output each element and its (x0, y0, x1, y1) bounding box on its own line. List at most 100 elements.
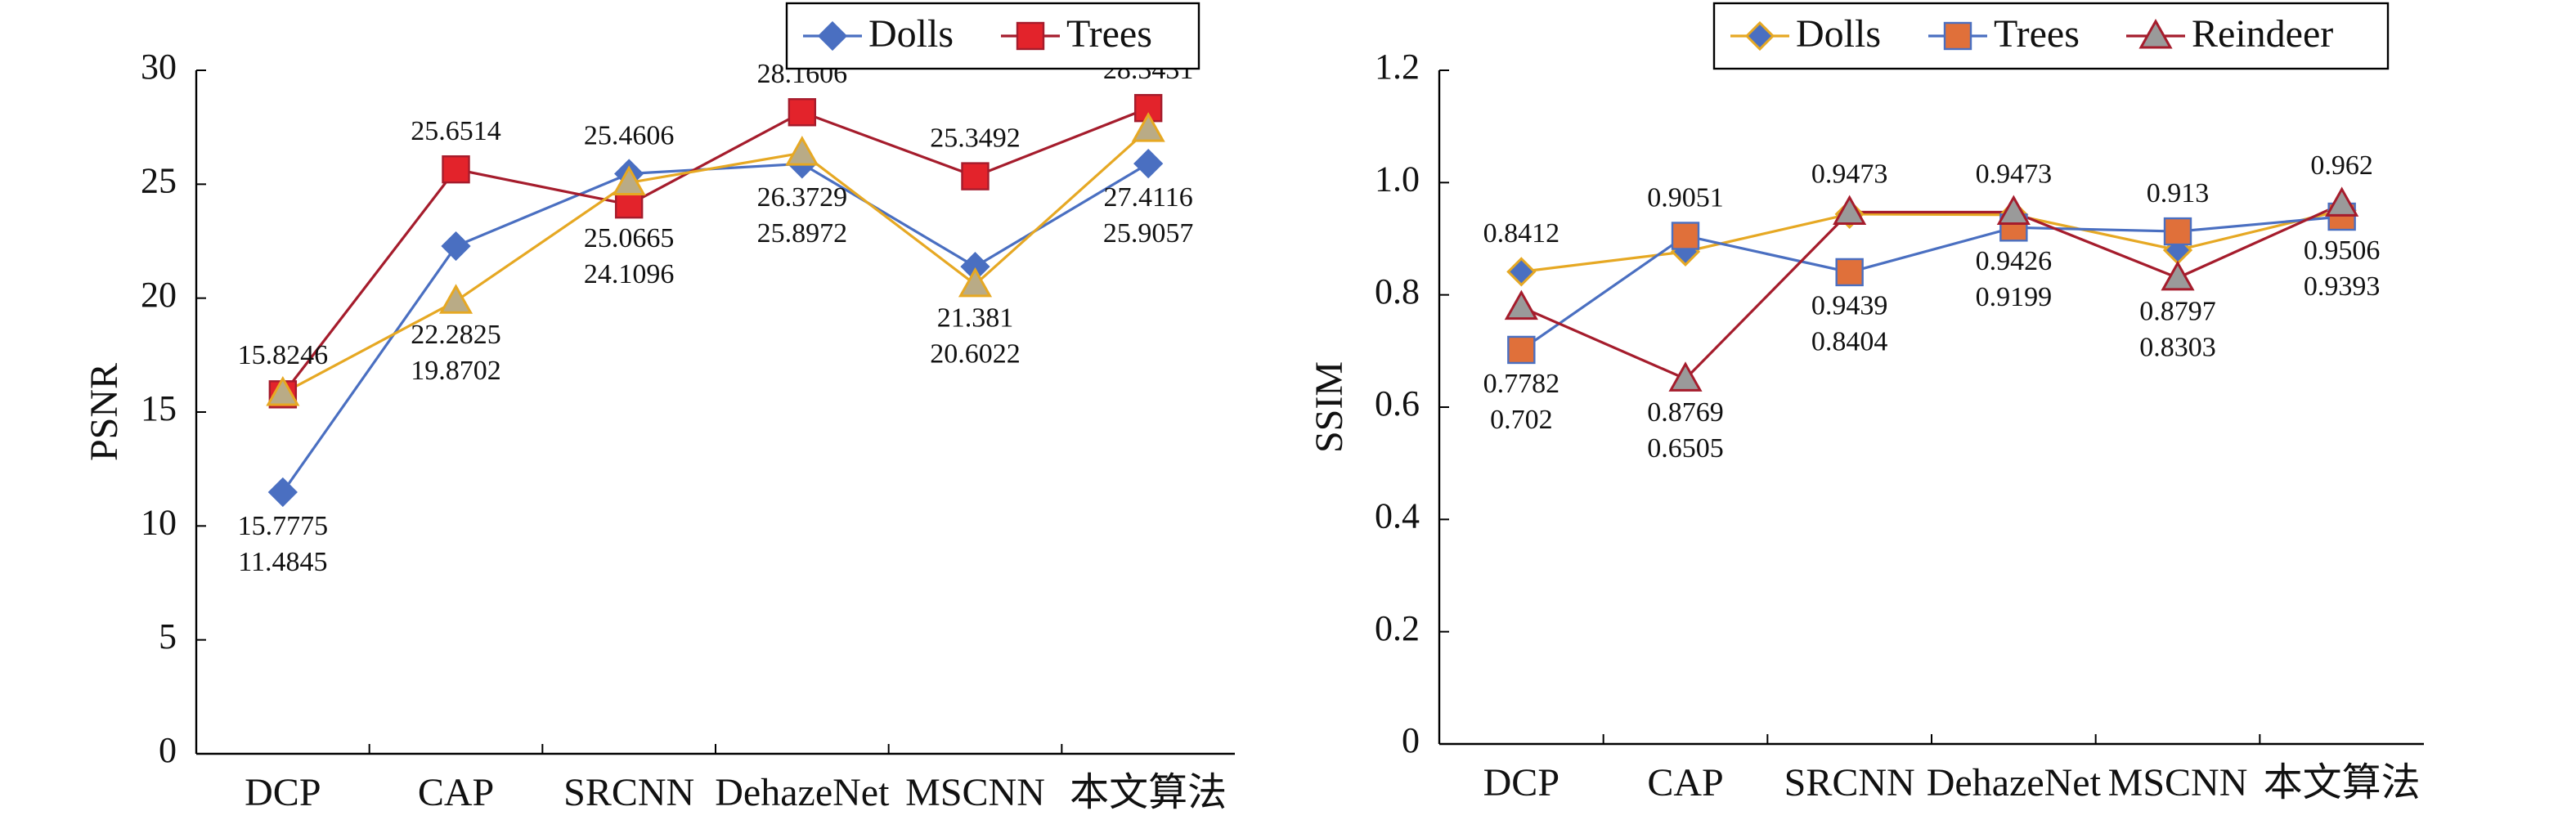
series-line (1520, 215, 2342, 352)
series-line (1521, 208, 2343, 273)
data-label: 24.1096 (584, 259, 675, 289)
data-label: 26.3729 (757, 182, 848, 213)
data-label: 0.962 (2310, 150, 2373, 181)
marker (2163, 217, 2192, 246)
marker (1506, 257, 1537, 287)
marker (1133, 148, 1164, 179)
marker (442, 155, 470, 184)
x-tick-label: DCP (1483, 761, 1560, 804)
chart: 0 0.2 0.4 0.6 0.8 1.0 1.2 DCP CAP SRCNN DehazeNet M… (1308, 2, 2424, 804)
marker (1744, 20, 1775, 52)
marker (1835, 258, 1864, 287)
marker (438, 284, 473, 314)
data-label: 0.9051 (1647, 182, 1724, 213)
data-label: 20.6022 (930, 339, 1021, 370)
data-label: 0.9473 (1976, 159, 2053, 189)
legend-label: Reindeer (2192, 12, 2333, 56)
data-label: 0.8303 (2139, 333, 2216, 363)
data-label: 21.381 (937, 303, 1014, 334)
y-tick-label: 0.2 (1375, 608, 1420, 648)
marker (1131, 112, 1165, 142)
marker (612, 165, 646, 195)
marker (1943, 21, 1972, 51)
marker (817, 20, 848, 52)
y-tick-label: 5 (159, 616, 177, 656)
marker (1507, 335, 1536, 365)
data-label: 0.9393 (2304, 271, 2381, 302)
y-tick-label: 30 (141, 47, 177, 87)
x-tick-label: SRCNN (563, 771, 694, 814)
y-tick-label: 25 (141, 160, 177, 200)
data-label: 0.8404 (1811, 327, 1888, 357)
data-label: 22.2825 (411, 320, 501, 350)
marker (1668, 361, 1703, 392)
data-label: 0.9473 (1811, 159, 1888, 189)
data-label: 0.8797 (2139, 297, 2216, 327)
data-label: 27.4116 (1104, 182, 1193, 213)
x-tick-label: DCP (245, 771, 321, 814)
y-tick-label: 0.6 (1375, 383, 1420, 423)
data-label: 25.6514 (411, 116, 501, 146)
data-label: 15.7775 (238, 511, 329, 541)
marker (1833, 195, 1867, 226)
marker (785, 136, 819, 166)
legend-label: Trees (1066, 12, 1152, 56)
data-label: 0.8412 (1483, 218, 1560, 249)
y-tick-label: 0 (1402, 720, 1420, 760)
y-tick-label: 15 (141, 388, 177, 428)
data-label: 0.9199 (1976, 282, 2053, 312)
x-tick-label: 本文算法 (2264, 761, 2421, 804)
y-tick-label: 20 (141, 275, 177, 315)
x-tick-label: CAP (1647, 761, 1723, 804)
x-tick-label: CAP (418, 771, 494, 814)
x-tick-label: SRCNN (1784, 761, 1915, 804)
data-label: 0.702 (1490, 405, 1553, 435)
legend-label: Dolls (868, 12, 954, 56)
chart: 0 5 10 15 20 25 30 DCP CAP SRCNN DehazeNet MSCNN 本文算… (83, 2, 1235, 814)
data-label: 0.6505 (1647, 433, 1724, 464)
data-label: 0.7782 (1483, 369, 1560, 399)
series-line (281, 106, 1149, 396)
y-axis-title: PSNR (83, 363, 126, 461)
series-line (282, 128, 1150, 395)
marker (788, 98, 817, 127)
series-line (1520, 202, 2343, 381)
marker (2138, 18, 2173, 49)
marker (1671, 222, 1700, 250)
data-label: 25.9057 (1103, 218, 1194, 249)
data-label: 25.8972 (757, 218, 848, 249)
data-label: 0.913 (2147, 178, 2210, 208)
marker (1996, 195, 2031, 226)
y-tick-label: 1.2 (1375, 47, 1420, 87)
marker (441, 231, 471, 262)
marker (1504, 289, 1538, 320)
marker (267, 477, 298, 508)
data-label: 0.9506 (2304, 235, 2381, 266)
legend-label: Trees (1994, 12, 2080, 56)
x-tick-label: MSCNN (2108, 761, 2248, 804)
marker (958, 267, 993, 298)
marker (1016, 21, 1045, 51)
data-label: 25.0665 (584, 223, 675, 253)
y-tick-label: 1.0 (1375, 159, 1420, 199)
data-label: 0.8769 (1647, 397, 1724, 428)
y-tick-label: 0.8 (1375, 271, 1420, 311)
x-tick-label: 本文算法 (1070, 771, 1227, 814)
data-label: 0.9426 (1976, 246, 2053, 276)
x-tick-label: MSCNN (905, 771, 1045, 814)
data-label: 11.4845 (238, 547, 327, 577)
legend-box (1712, 2, 2390, 70)
y-tick-label: 0.4 (1375, 495, 1420, 535)
marker (2161, 260, 2195, 291)
data-label: 25.4606 (584, 120, 675, 150)
data-label: 19.8702 (411, 356, 501, 386)
y-tick-label: 10 (141, 502, 177, 542)
marker (614, 190, 644, 219)
x-tick-label: DehazeNet (715, 771, 890, 814)
y-axis-title: SSIM (1308, 361, 1351, 453)
marker (2325, 186, 2359, 217)
legend-label: Dolls (1796, 12, 1881, 56)
marker (961, 162, 990, 190)
marker (266, 375, 300, 406)
